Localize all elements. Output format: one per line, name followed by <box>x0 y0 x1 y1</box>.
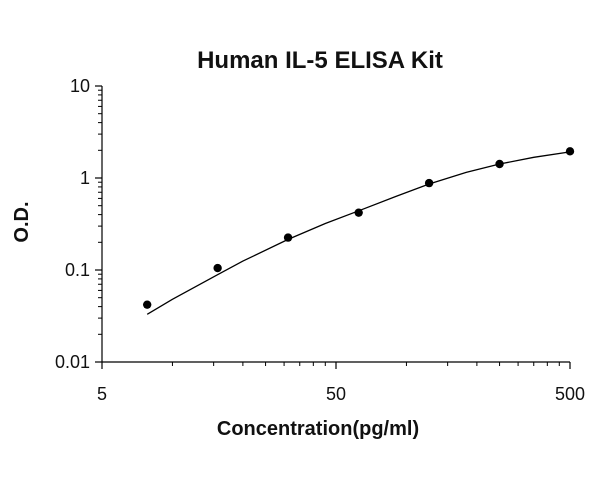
y-tick-label: 0.01 <box>55 352 90 372</box>
fit-curve-line <box>146 151 571 315</box>
y-axis-label: O.D. <box>11 201 33 242</box>
data-point <box>354 208 363 217</box>
data-points-layer <box>142 147 575 309</box>
data-point <box>565 147 575 156</box>
y-axis: 10 1 0.1 0.01 <box>55 76 103 372</box>
data-point <box>213 263 222 273</box>
data-point <box>495 159 504 169</box>
data-point <box>142 300 152 309</box>
x-tick-label: 5 <box>97 384 107 404</box>
fit-curve-layer <box>146 151 571 315</box>
y-tick-label: 0.1 <box>65 260 90 280</box>
x-axis-label: Concentration(pg/ml) <box>217 418 419 440</box>
x-tick-label: 500 <box>555 384 585 404</box>
x-tick-label: 50 <box>326 384 346 404</box>
data-point <box>424 178 434 188</box>
y-tick-label: 1 <box>80 168 90 188</box>
chart-title: Human IL-5 ELISA Kit <box>197 47 443 74</box>
y-tick-label: 10 <box>70 76 90 96</box>
data-point <box>283 233 293 242</box>
x-axis: 5 50 500 <box>97 361 585 404</box>
